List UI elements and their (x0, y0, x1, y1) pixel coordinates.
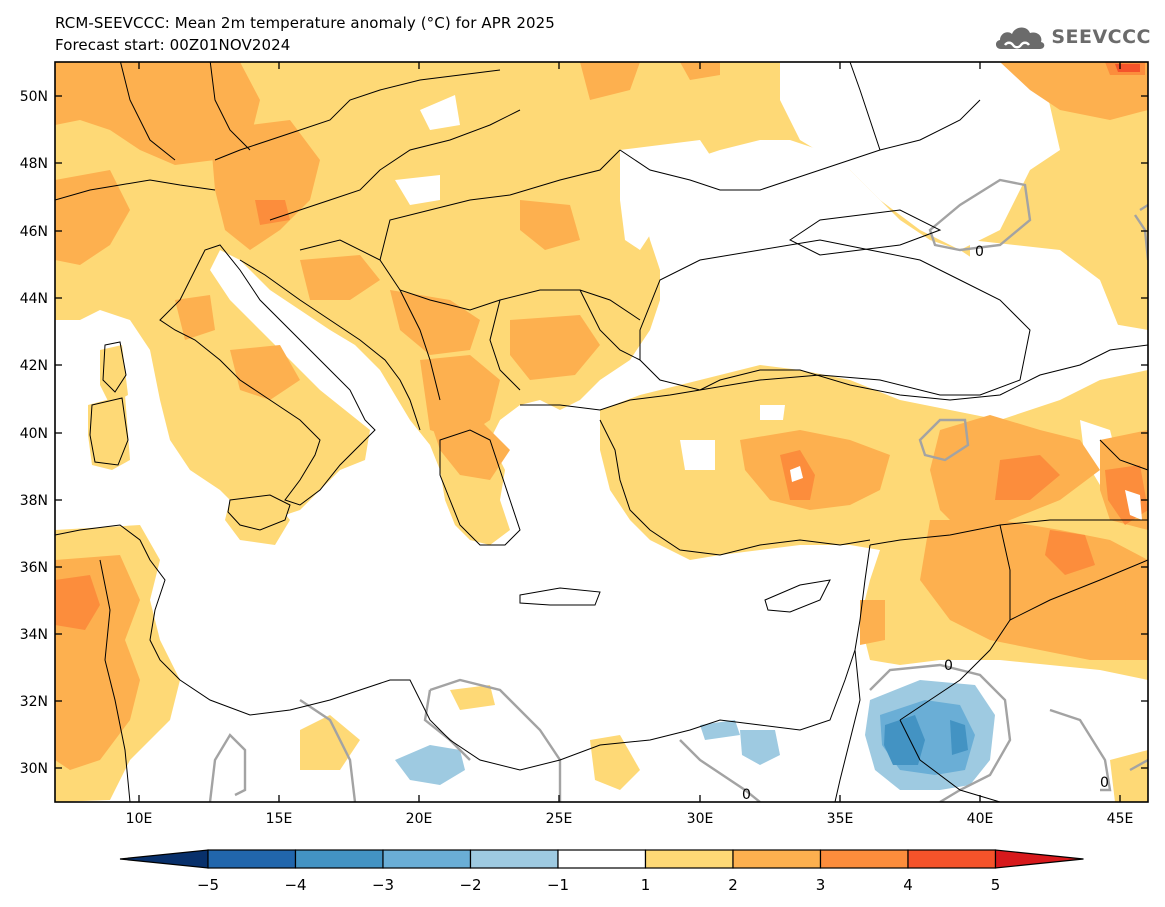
colorbar-segment (819, 849, 909, 869)
colorbar-segment (644, 849, 734, 869)
colorbar: −5 −4 −3 −2 −1 1 2 3 4 5 (119, 849, 1084, 894)
contour-label: 0 (1100, 775, 1109, 791)
cloud-icon (996, 27, 1045, 49)
colorbar-tick-label: −5 (197, 876, 219, 894)
lon-tick-label: 25E (546, 811, 573, 827)
lat-tick-label: 38N (20, 493, 48, 509)
lat-tick-label: 32N (20, 694, 48, 710)
contour-label: 0 (742, 787, 751, 803)
colorbar-segment (207, 849, 297, 869)
colorbar-tick-label: 4 (903, 876, 913, 894)
colorbar-segment (907, 849, 997, 869)
lon-tick-label: 40E (967, 811, 994, 827)
colorbar-segment (994, 849, 1084, 869)
lat-tick-label: 34N (20, 627, 48, 643)
colorbar-segment (119, 849, 209, 869)
lat-tick-label: 44N (20, 291, 48, 307)
colorbar-tick-label: 5 (991, 876, 1001, 894)
map-field: 0 0 0 0 (55, 62, 1148, 803)
coastlines (55, 62, 1148, 802)
lon-tick-label: 15E (266, 811, 293, 827)
lon-tick-label: 20E (406, 811, 433, 827)
anomaly-negative-patches (395, 680, 995, 790)
lat-tick-label: 42N (20, 358, 48, 374)
colorbar-segment (294, 849, 384, 869)
zero-contours (208, 178, 1148, 802)
lon-tick-label: 45E (1107, 811, 1134, 827)
lat-tick-label: 46N (20, 224, 48, 240)
colorbar-segment (732, 849, 822, 869)
lat-tick-label: 36N (20, 560, 48, 576)
lat-tick-label: 50N (20, 89, 48, 105)
lat-tick-label: 40N (20, 426, 48, 442)
contour-label: 0 (975, 244, 984, 260)
colorbar-segment (382, 849, 472, 869)
colorbar-tick-label: −1 (547, 876, 569, 894)
colorbar-tick-label: −2 (459, 876, 481, 894)
lat-tick-label: 30N (20, 761, 48, 777)
colorbar-tick-label: 3 (816, 876, 826, 894)
colorbar-tick-label: −3 (372, 876, 394, 894)
seevccc-logo: SEEVCCC (993, 22, 1151, 52)
forecast-start-label: Forecast start: 00Z01NOV2024 (55, 36, 291, 54)
map-title: RCM-SEEVCCC: Mean 2m temperature anomaly… (55, 14, 555, 32)
lat-axis: 30N 32N 34N 36N 38N 40N 42N 44N 46N 48N … (20, 89, 1148, 777)
contour-label: 0 (944, 658, 953, 674)
colorbar-segment (469, 849, 559, 869)
colorbar-tick-label: 1 (641, 876, 651, 894)
lon-tick-label: 10E (126, 811, 153, 827)
lon-tick-label: 35E (827, 811, 854, 827)
lon-axis: 10E 15E 20E 25E 30E 35E 40E 45E (126, 62, 1134, 827)
map-frame (54, 61, 1149, 803)
lon-tick-label: 30E (687, 811, 714, 827)
colorbar-segment (557, 849, 647, 869)
colorbar-tick-label: 2 (728, 876, 738, 894)
colorbar-tick-label: −4 (284, 876, 306, 894)
lat-tick-label: 48N (20, 156, 48, 172)
logo-text: SEEVCCC (1051, 26, 1151, 48)
